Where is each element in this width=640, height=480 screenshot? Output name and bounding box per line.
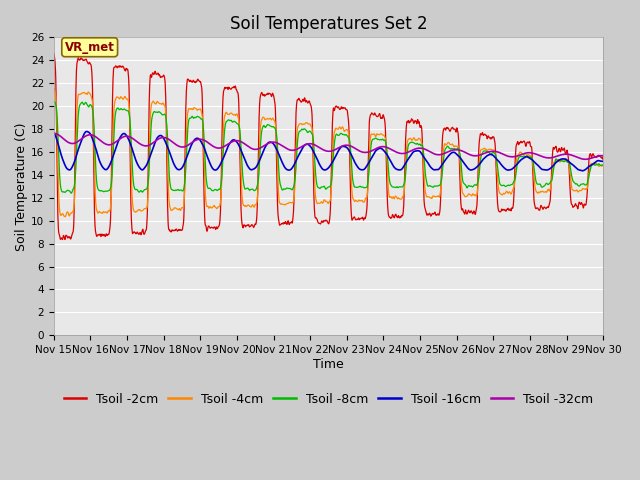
Line: Tsoil -16cm: Tsoil -16cm (54, 132, 603, 171)
Y-axis label: Soil Temperature (C): Soil Temperature (C) (15, 122, 28, 251)
Tsoil -4cm (488, 147, 496, 153)
Tsoil -32cm (599, 153, 607, 158)
Tsoil -16cm (488, 152, 496, 158)
Legend: Tsoil -2cm, Tsoil -4cm, Tsoil -8cm, Tsoil -16cm, Tsoil -32cm: Tsoil -2cm, Tsoil -4cm, Tsoil -8cm, Tsoi… (59, 388, 598, 411)
Title: Soil Temperatures Set 2: Soil Temperatures Set 2 (230, 15, 428, 33)
Line: Tsoil -2cm: Tsoil -2cm (54, 53, 603, 240)
Tsoil -8cm (50, 99, 58, 105)
Tsoil -2cm (356, 216, 364, 222)
Line: Tsoil -32cm: Tsoil -32cm (54, 133, 603, 159)
Tsoil -2cm (599, 157, 607, 163)
Tsoil -4cm (599, 162, 607, 168)
Tsoil -8cm (566, 163, 574, 169)
Tsoil -2cm (566, 187, 574, 193)
Tsoil -16cm (579, 168, 586, 174)
Tsoil -16cm (551, 161, 559, 167)
Tsoil -32cm (203, 139, 211, 145)
Tsoil -32cm (582, 156, 589, 162)
Tsoil -32cm (551, 154, 559, 160)
Tsoil -16cm (83, 129, 90, 134)
Tsoil -4cm (204, 204, 211, 209)
Tsoil -4cm (50, 86, 58, 92)
Tsoil -32cm (344, 143, 352, 148)
Tsoil -2cm (551, 145, 559, 151)
Tsoil -8cm (488, 150, 496, 156)
Tsoil -8cm (344, 134, 352, 140)
Tsoil -32cm (50, 131, 58, 136)
Tsoil -16cm (50, 130, 58, 136)
Tsoil -16cm (204, 154, 211, 159)
X-axis label: Time: Time (313, 358, 344, 371)
Text: VR_met: VR_met (65, 41, 115, 54)
Tsoil -2cm (59, 237, 67, 242)
Tsoil -2cm (204, 228, 211, 234)
Line: Tsoil -8cm: Tsoil -8cm (54, 102, 603, 193)
Tsoil -8cm (551, 160, 559, 166)
Tsoil -4cm (356, 198, 364, 204)
Tsoil -4cm (551, 159, 559, 165)
Tsoil -8cm (204, 183, 211, 189)
Tsoil -2cm (488, 135, 496, 141)
Tsoil -2cm (50, 50, 58, 56)
Tsoil -8cm (356, 183, 364, 189)
Tsoil -16cm (599, 158, 607, 164)
Tsoil -4cm (566, 170, 574, 176)
Tsoil -16cm (344, 147, 352, 153)
Line: Tsoil -4cm: Tsoil -4cm (54, 89, 603, 217)
Tsoil -8cm (67, 190, 75, 196)
Tsoil -2cm (344, 118, 352, 123)
Tsoil -32cm (566, 152, 573, 157)
Tsoil -8cm (599, 162, 607, 168)
Tsoil -32cm (488, 148, 496, 154)
Tsoil -16cm (356, 167, 364, 172)
Tsoil -32cm (356, 148, 364, 154)
Tsoil -4cm (61, 214, 69, 220)
Tsoil -16cm (566, 160, 574, 166)
Tsoil -4cm (344, 130, 352, 136)
